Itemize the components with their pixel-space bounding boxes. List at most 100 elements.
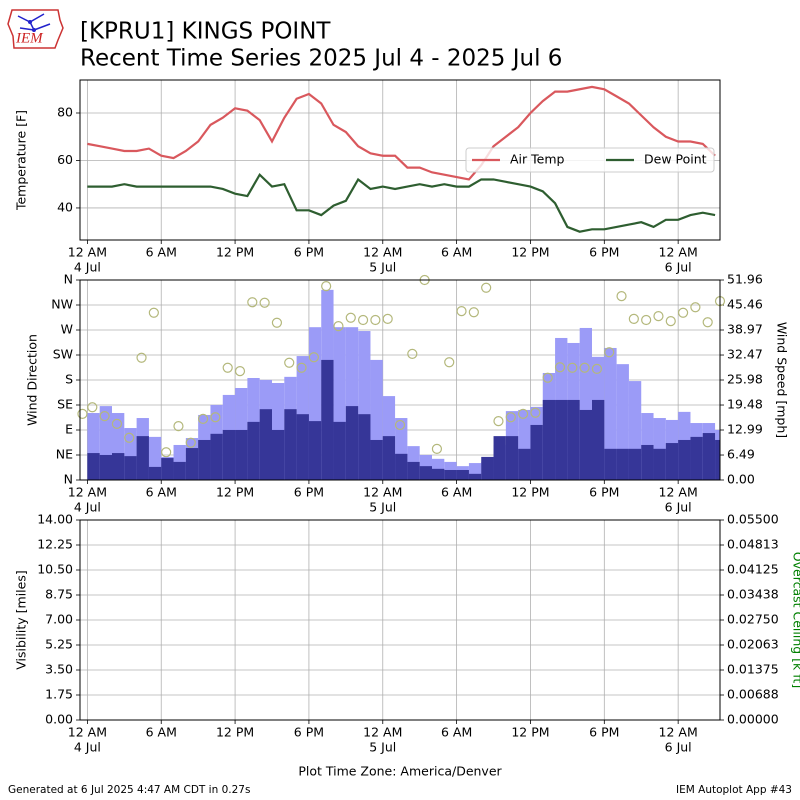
direction-point: [296, 362, 307, 373]
line-series: [87, 172, 716, 233]
y-tick-label: N: [64, 272, 73, 287]
y-tick-label: 14.00: [37, 512, 73, 527]
y2-tick-label: 0.00: [727, 472, 755, 487]
bar: [419, 466, 432, 480]
x-tick-label: 12 PM: [216, 485, 254, 500]
x-date-label: 5 Jul: [369, 260, 396, 275]
bar: [456, 469, 469, 480]
x-tick-label: 12 PM: [511, 485, 549, 500]
y-tick-label: E: [65, 422, 73, 437]
x-tick-label: 6 AM: [146, 725, 177, 740]
direction-point: [493, 416, 504, 427]
bar: [444, 469, 457, 480]
bar: [333, 421, 346, 480]
y2-tick-label: 32.47: [727, 347, 763, 362]
bar: [87, 453, 100, 480]
direction-point: [284, 357, 295, 368]
bar: [653, 448, 666, 480]
bar: [235, 429, 248, 480]
direction-point: [530, 407, 541, 418]
direction-point: [197, 413, 209, 424]
direction-point: [382, 313, 393, 324]
bar: [468, 473, 482, 480]
x-tick-label: 12 PM: [511, 725, 549, 740]
y2-tick-label: 0.05500: [727, 512, 779, 527]
x-tick-label: 6 AM: [441, 485, 472, 500]
bar: [690, 436, 703, 480]
bar: [161, 458, 174, 480]
x-tick-label: 12 AM: [68, 245, 107, 260]
direction-point: [665, 316, 676, 327]
direction-point: [321, 281, 332, 292]
title: [KPRU1] KINGS POINT: [80, 19, 331, 45]
direction-point: [148, 307, 159, 318]
legend-label: Air Temp: [510, 152, 565, 167]
line-series: [87, 85, 716, 181]
y-tick-label: SW: [53, 347, 73, 362]
bar: [530, 424, 543, 480]
direction-point: [628, 313, 639, 324]
bar: [616, 448, 629, 480]
bar: [505, 436, 519, 480]
y-tick-label: S: [65, 372, 73, 387]
direction-point: [517, 408, 529, 419]
logo: IEM: [7, 9, 64, 49]
direction-point: [431, 443, 443, 454]
y-tick-label: 10.50: [37, 562, 73, 577]
bar: [308, 421, 322, 480]
y2-axis-label: Wind Speed [mph]: [775, 322, 790, 438]
y-tick-label: 80: [57, 104, 73, 119]
bar: [370, 439, 383, 480]
x-tick-label: 6 AM: [146, 485, 177, 500]
x-date-label: 5 Jul: [369, 740, 396, 755]
direction-point: [616, 291, 627, 302]
x-tick-label: 6 PM: [294, 725, 324, 740]
direction-point: [591, 363, 603, 374]
direction-point: [234, 366, 246, 377]
y-tick-label: NE: [56, 447, 73, 462]
bar: [579, 409, 592, 480]
y-tick-label: 40: [57, 199, 73, 214]
direction-point: [333, 321, 344, 332]
y2-tick-label: 19.48: [727, 397, 763, 412]
direction-point: [136, 352, 147, 363]
direction-point: [357, 314, 369, 326]
y-tick-label: N: [64, 472, 73, 487]
direction-point: [505, 412, 516, 423]
direction-point: [456, 306, 467, 317]
bar: [222, 429, 236, 480]
direction-point: [567, 362, 578, 373]
x-tick-label: 6 PM: [294, 245, 324, 260]
plot-area: [87, 289, 720, 480]
x-date-label: 6 Jul: [665, 260, 692, 275]
y2-tick-label: 45.46: [727, 297, 763, 312]
x-axis-label: Plot Time Zone: America/Denver: [298, 764, 502, 779]
bar: [99, 454, 112, 480]
bar: [272, 429, 285, 480]
bar: [604, 347, 617, 480]
direction-point: [185, 437, 196, 448]
x-date-label: 4 Jul: [74, 260, 101, 275]
bar: [358, 414, 371, 480]
bar: [542, 399, 556, 480]
y-tick-label: NW: [51, 297, 73, 312]
x-tick-label: 12 PM: [511, 245, 549, 260]
axes-frame: [79, 519, 721, 721]
x-date-label: 4 Jul: [74, 740, 101, 755]
direction-point: [604, 347, 615, 358]
bar: [432, 468, 445, 480]
bar: [198, 439, 211, 480]
bar: [604, 448, 617, 480]
direction-point: [690, 302, 701, 313]
bar: [678, 439, 691, 480]
footer-left: Generated at 6 Jul 2025 4:47 AM CDT in 0…: [8, 784, 250, 796]
x-tick-label: 6 PM: [589, 725, 619, 740]
y2-tick-label: 12.99: [727, 422, 763, 437]
y2-tick-label: 0.04813: [727, 537, 779, 552]
bar: [715, 439, 720, 480]
direction-point: [99, 411, 110, 422]
x-date-label: 5 Jul: [369, 500, 396, 515]
y2-tick-label: 0.00688: [727, 687, 779, 702]
bar: [247, 421, 260, 480]
